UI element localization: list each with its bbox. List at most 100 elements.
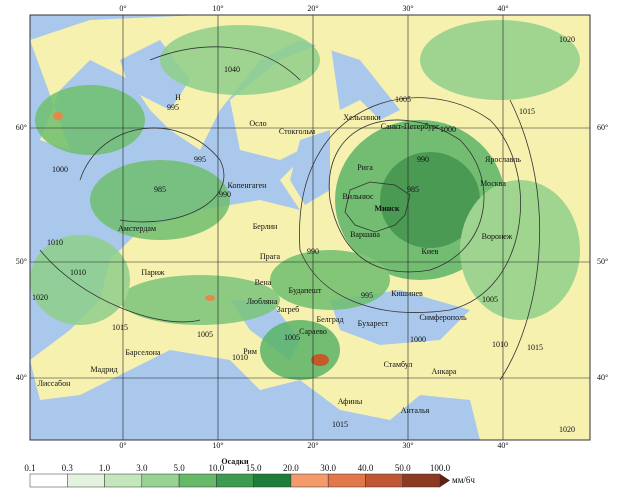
isobar-label: 990 xyxy=(417,155,429,164)
legend-swatch xyxy=(365,473,403,488)
legend-title: Осадки xyxy=(221,457,249,466)
lat-label: 50° xyxy=(16,257,27,266)
isobar-label: 995 xyxy=(194,155,206,164)
legend-tick-label: 40.0 xyxy=(358,463,374,473)
isobar-label: 985 xyxy=(407,185,419,194)
legend-swatch xyxy=(253,473,292,488)
lat-label: 60° xyxy=(597,123,608,132)
isobar-label: 1000 xyxy=(440,125,456,134)
isobar-label: 1015 xyxy=(112,323,128,332)
legend-tick-label: 1.0 xyxy=(99,463,111,473)
legend-arrow xyxy=(440,474,450,487)
lat-label: 50° xyxy=(597,257,608,266)
city-label: Копенгаген xyxy=(228,181,268,190)
legend-tick-label: 10.0 xyxy=(208,463,224,473)
city-label: Стокгольм xyxy=(279,127,315,136)
isobar-label: 1010 xyxy=(232,353,248,362)
isobar-label: 995 xyxy=(167,103,179,112)
lon-label: 20° xyxy=(307,441,318,450)
city-label: Афины xyxy=(338,397,363,406)
legend: Осадки 0.1 0.3 1.0 3.0 5.0 10.0 15.0 20.0 30.0 40.… xyxy=(24,457,475,488)
legend-tick-label: 5.0 xyxy=(173,463,185,473)
city-label: Осло xyxy=(249,119,266,128)
isobar-label: 1005 xyxy=(395,95,411,104)
city-label: Вена xyxy=(255,278,272,287)
city-label: Прага xyxy=(260,252,281,261)
lon-label: 10° xyxy=(212,4,223,13)
legend-swatch xyxy=(178,473,217,488)
city-label: Москва xyxy=(480,179,506,188)
legend-swatch xyxy=(67,473,105,488)
isobar-label: 1005 xyxy=(284,333,300,342)
isobar-label: 1015 xyxy=(332,420,348,429)
city-label: Киев xyxy=(422,247,439,256)
graticule: 0° 0° 10° 10° 20° 20° 30° 30° 40° 40° 60° 60° 50° 50°… xyxy=(16,4,608,450)
isobar-label: 1000 xyxy=(52,165,68,174)
isobar-label: 1040 xyxy=(224,65,240,74)
legend-swatch xyxy=(216,473,254,488)
city-label: Анталья xyxy=(401,406,430,415)
lon-label: 20° xyxy=(307,4,318,13)
city-label: Барселона xyxy=(125,348,161,357)
legend-unit: мм/6ч xyxy=(452,475,475,485)
isobar-label: 1020 xyxy=(559,35,575,44)
city-label: Вильнюс xyxy=(342,192,374,201)
city-label: Загреб xyxy=(277,305,299,314)
city-label: Амстердам xyxy=(118,224,156,233)
isobar-label: 1015 xyxy=(527,343,543,352)
lon-label: 0° xyxy=(119,441,126,450)
city-label: Париж xyxy=(141,268,165,277)
city-label: Рига xyxy=(357,163,373,172)
city-label: Рим xyxy=(243,347,257,356)
lon-label: 40° xyxy=(497,441,508,450)
city-label: Сараево xyxy=(299,327,327,336)
city-label: Любляна xyxy=(247,297,278,306)
city-label: Санкт-Петербург xyxy=(381,122,440,131)
legend-tick-label: 0.1 xyxy=(24,463,35,473)
city-label: Стамбул xyxy=(384,360,413,369)
city-label: Лиссабон xyxy=(38,379,72,388)
legend-swatch xyxy=(290,473,329,488)
legend-swatch xyxy=(141,473,180,488)
isobar-label: 1010 xyxy=(70,268,86,277)
city-label: Симферополь xyxy=(419,313,467,322)
city-label: Хельсинки xyxy=(343,113,381,122)
legend-tick-label: 15.0 xyxy=(246,463,262,473)
isobar-label: 985 xyxy=(154,185,166,194)
isobar-label: 990 xyxy=(219,190,231,199)
isobar-label: 1005 xyxy=(197,330,213,339)
legend-tick-label: 20.0 xyxy=(283,463,299,473)
lat-label: 60° xyxy=(16,123,27,132)
isobar-label: 1010 xyxy=(492,340,508,349)
city-label: Анкара xyxy=(432,367,457,376)
isobar-label: 1005 xyxy=(482,295,498,304)
lon-label: 30° xyxy=(402,4,413,13)
city-label: Мадрид xyxy=(90,365,117,374)
city-label: Воронеж xyxy=(482,232,513,241)
city-label: Берлин xyxy=(253,222,278,231)
isobar-label: 995 xyxy=(361,291,373,300)
legend-swatch xyxy=(402,473,441,488)
city-label: Бухарест xyxy=(358,319,389,328)
city-label: Белград xyxy=(316,315,343,324)
isobar-label: 1015 xyxy=(519,107,535,116)
legend-tick-label: 100.0 xyxy=(430,463,451,473)
lat-label: 40° xyxy=(16,373,27,382)
isobar-label: 1010 xyxy=(47,238,63,247)
legend-swatch xyxy=(327,473,366,488)
city-label: Минск xyxy=(375,204,400,213)
map-area xyxy=(30,15,590,440)
legend-swatch xyxy=(29,473,68,488)
isobar-label: 990 xyxy=(307,247,319,256)
legend-tick-label: 50.0 xyxy=(395,463,411,473)
legend-tick-label: 30.0 xyxy=(320,463,336,473)
city-label: Ярославль xyxy=(485,155,521,164)
isobar-label: 1020 xyxy=(32,293,48,302)
map-frame xyxy=(29,14,591,441)
lat-label: 40° xyxy=(597,373,608,382)
city-label: Будапешт xyxy=(289,286,322,295)
lon-label: 0° xyxy=(119,4,126,13)
city-label: Варшава xyxy=(350,230,380,239)
lon-label: 40° xyxy=(497,4,508,13)
